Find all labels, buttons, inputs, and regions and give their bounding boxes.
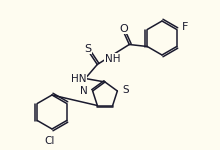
Text: Cl: Cl: [45, 136, 55, 146]
Text: HN: HN: [71, 75, 86, 84]
Text: NH: NH: [104, 54, 120, 63]
Text: O: O: [119, 24, 128, 33]
Text: N: N: [80, 86, 88, 96]
Text: S: S: [85, 44, 92, 54]
Text: S: S: [122, 85, 129, 95]
Text: F: F: [182, 22, 188, 33]
